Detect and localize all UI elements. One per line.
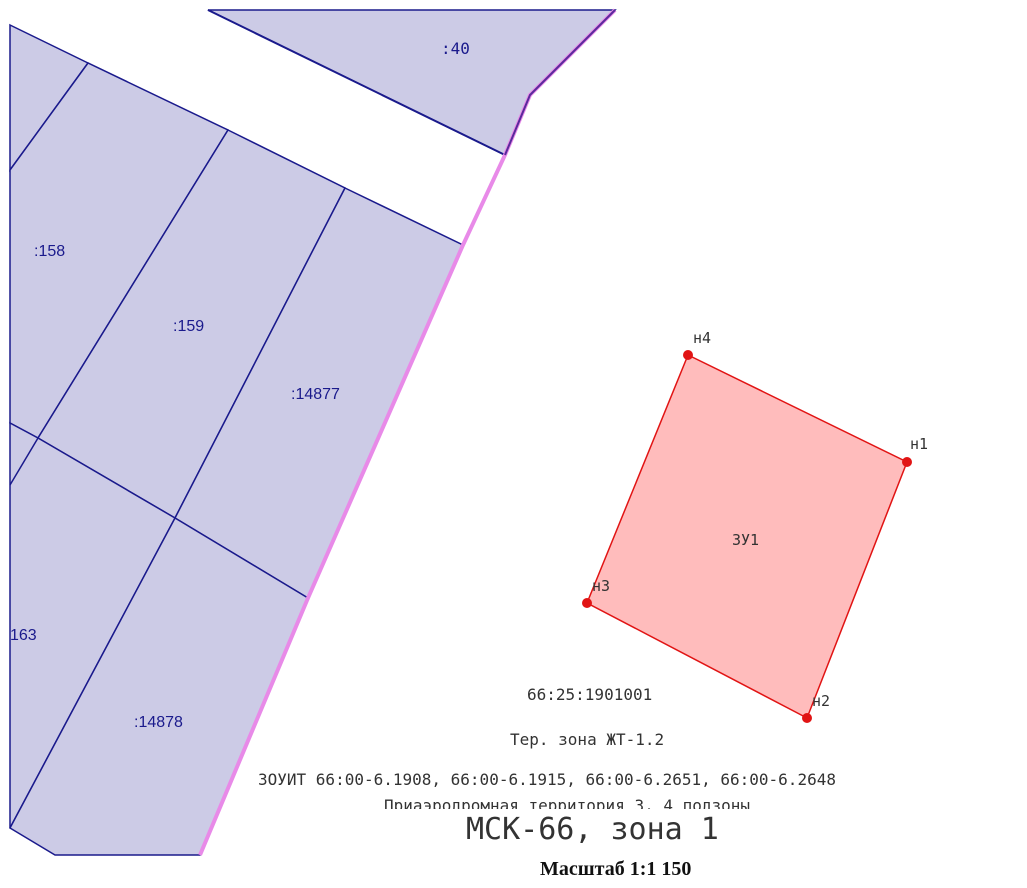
parcel-158-label: :158: [34, 243, 65, 260]
point-n1-marker[interactable]: [902, 457, 912, 467]
point-n2-label: н2: [812, 692, 830, 710]
parcel-40-label: :40: [441, 39, 470, 58]
point-n3-marker[interactable]: [582, 598, 592, 608]
point-n4-marker[interactable]: [683, 350, 693, 360]
point-n2-marker[interactable]: [802, 713, 812, 723]
zone-boundary-top: [504, 9, 616, 156]
coordinate-system-label: МСК-66, зона 1: [466, 812, 719, 847]
airport-territory-label: Приаэродромная территория 3, 4 подзоны: [384, 796, 751, 809]
parcel-163-label: 163: [10, 627, 37, 644]
point-n4-label: н4: [693, 329, 711, 347]
point-n1-label: н1: [910, 435, 928, 453]
point-n3-label: н3: [592, 577, 610, 595]
plot-label: ЗУ1: [732, 531, 759, 549]
zouit-label: ЗОУИТ 66:00-6.1908, 66:00-6.1915, 66:00-…: [258, 770, 836, 789]
parcel-14878-label: :14878: [134, 714, 183, 731]
parcel-14877-label: :14877: [291, 386, 340, 403]
parcel-divider: [9, 437, 39, 486]
territorial-zone-label: Тер. зона ЖТ-1.2: [510, 730, 665, 749]
map-scale-label: Масштаб 1:1 150: [540, 858, 692, 880]
existing-parcels: [9, 9, 617, 856]
parcel-40[interactable]: [207, 9, 617, 157]
road-edge: [207, 9, 506, 156]
parcel-159-label: :159: [173, 318, 204, 335]
cadastral-quarter-number: 66:25:1901001: [527, 685, 653, 704]
